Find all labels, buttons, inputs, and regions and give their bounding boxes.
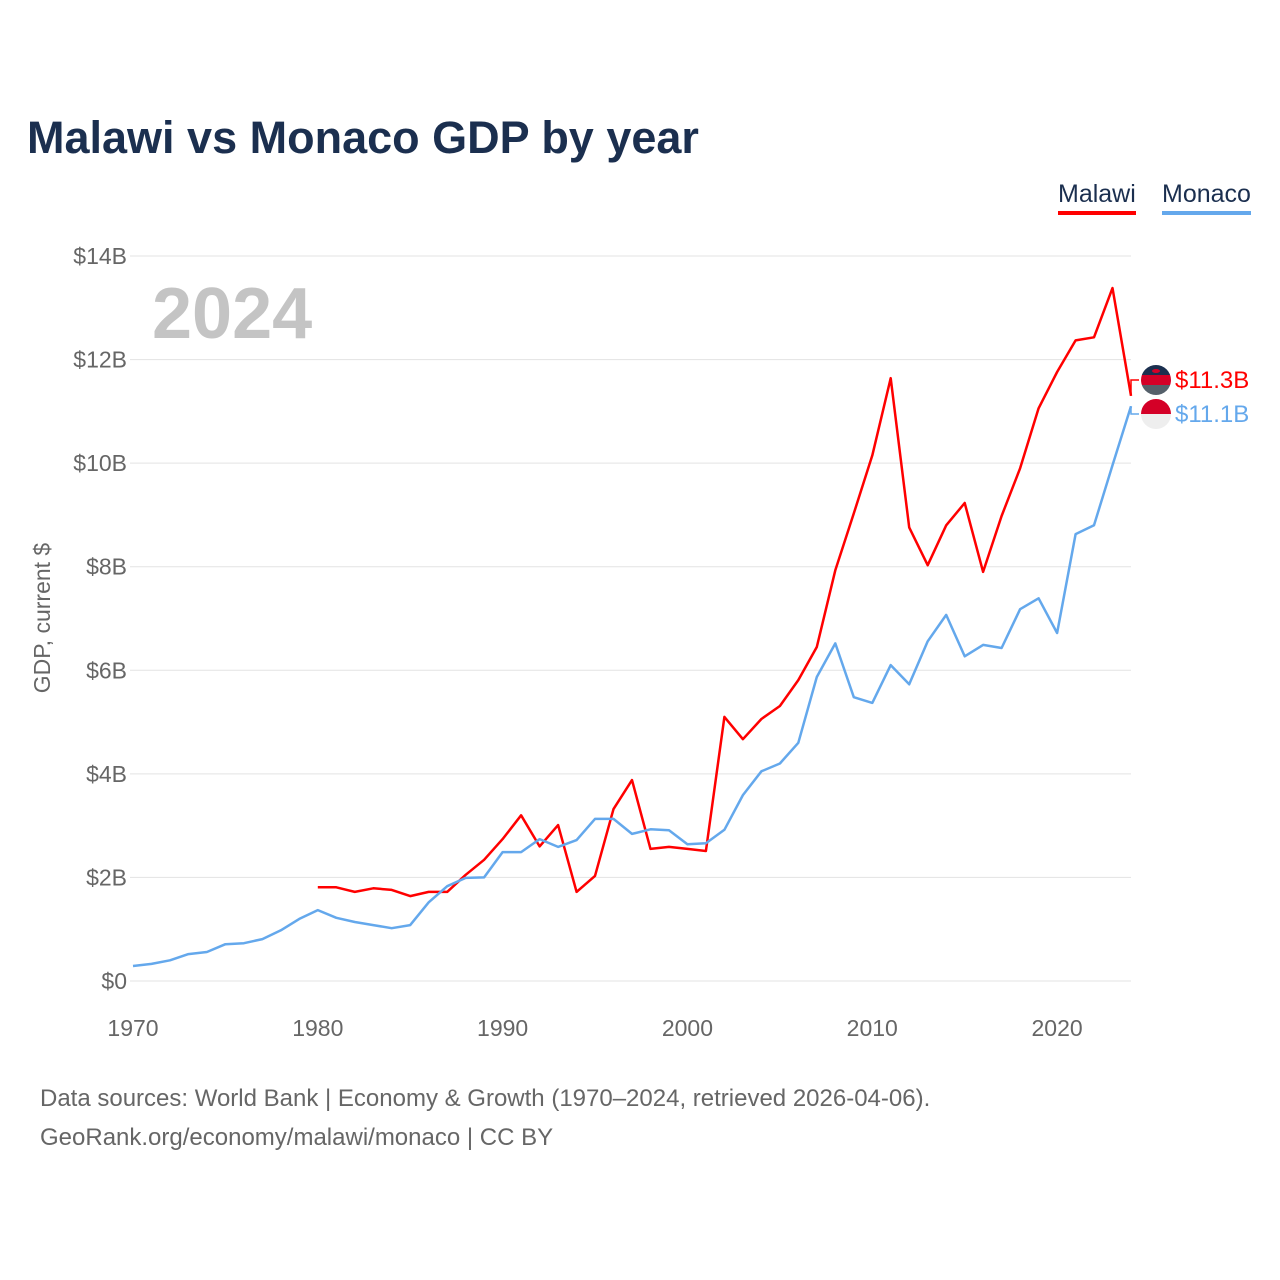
y-axis-label: GDP, current $ <box>29 543 55 694</box>
end-connector <box>1130 406 1139 415</box>
chart-title: Malawi vs Monaco GDP by year <box>27 112 699 163</box>
y-tick-label: $14B <box>73 243 127 269</box>
end-connector <box>1130 379 1139 396</box>
end-value-label-malawi: $11.3B <box>1175 367 1249 394</box>
y-tick-label: $0 <box>101 968 127 994</box>
footer-link[interactable]: GeoRank.org/economy/malawi/monaco | CC B… <box>40 1124 554 1151</box>
y-tick-label: $2B <box>86 864 127 890</box>
legend-monaco[interactable]: Monaco <box>1162 180 1251 215</box>
x-tick-label: 1970 <box>107 1015 158 1041</box>
x-tick-label: 2000 <box>662 1015 713 1041</box>
malawi-flag-icon <box>1141 365 1171 395</box>
y-tick-label: $4B <box>86 761 127 787</box>
legend-malawi[interactable]: Malawi <box>1058 180 1136 215</box>
x-tick-label: 2010 <box>847 1015 898 1041</box>
end-value-label-monaco: $11.1B <box>1175 401 1249 428</box>
x-tick-label: 2020 <box>1031 1015 1082 1041</box>
series-line-monaco[interactable] <box>132 405 1133 968</box>
y-tick-label: $8B <box>86 554 127 580</box>
y-tick-label: $10B <box>73 450 127 476</box>
x-tick-label: 1990 <box>477 1015 528 1041</box>
series-line-malawi[interactable] <box>317 286 1133 898</box>
monaco-flag-icon <box>1141 399 1171 429</box>
y-tick-label: $6B <box>86 657 127 683</box>
y-tick-label: $12B <box>73 347 127 373</box>
x-tick-label: 1980 <box>292 1015 343 1041</box>
footer-sources: Data sources: World Bank | Economy & Gro… <box>40 1085 931 1112</box>
year-watermark: 2024 <box>152 274 312 354</box>
